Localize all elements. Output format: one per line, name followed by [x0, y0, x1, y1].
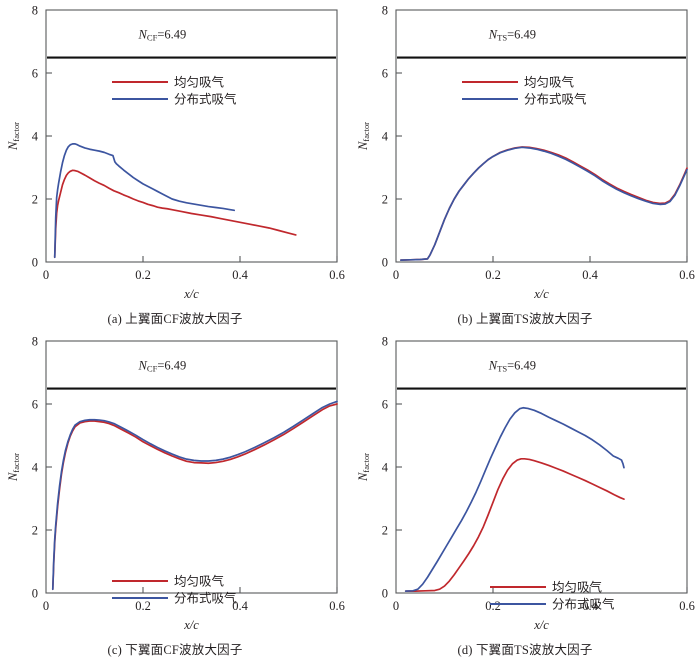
- x-axis-label: x/c: [183, 618, 199, 632]
- panel-caption: (c) 下翼面CF波放大因子: [107, 643, 243, 657]
- series-line-uniform: [51, 403, 338, 591]
- panel-c: 0 0.2 0.4 0.6 0 2 4 6 8 x/c Nfactor NCF=6.49 均匀吸气分布式…: [0, 331, 350, 662]
- x-tick-label: 0.2: [485, 268, 501, 282]
- x-tick-label: 0.6: [329, 268, 345, 282]
- series-line-distributed: [399, 146, 688, 261]
- threshold-annotation: NTS=6.49: [488, 359, 536, 374]
- series-line-uniform: [399, 146, 688, 261]
- x-tick-label: 0: [43, 599, 49, 613]
- y-tick-label: 4: [382, 130, 389, 144]
- y-tick-label: 4: [32, 461, 39, 475]
- x-tick-label: 0.4: [582, 268, 598, 282]
- y-tick-label: 8: [32, 335, 38, 349]
- y-axis-label: Nfactor: [356, 122, 371, 151]
- series-line-distributed: [51, 400, 338, 591]
- panel-caption: (b) 上翼面TS波放大因子: [457, 312, 593, 326]
- legend-label-uniform: 均匀吸气: [174, 574, 225, 589]
- y-axis-label: Nfactor: [6, 453, 21, 482]
- threshold-annotation: NTS=6.49: [488, 28, 536, 43]
- y-tick-label: 0: [382, 587, 388, 601]
- x-tick-label: 0.6: [679, 599, 695, 613]
- y-tick-label: 8: [382, 4, 388, 18]
- series-line-uniform: [404, 457, 625, 592]
- threshold-annotation: NCF=6.49: [138, 359, 187, 374]
- y-tick-label: 6: [382, 67, 388, 81]
- y-axis-label-text: Nfactor: [356, 122, 371, 151]
- panel-a: 0 0.2 0.4 0.6 0 2 4 6 8 x/c Nfactor NCF=6.49 均匀吸气分布式…: [0, 0, 350, 331]
- chart-b: 0 0.2 0.4 0.6 0 2 4 6 8 x/c Nfactor NTS=6.49 均匀吸气分布式…: [356, 4, 695, 302]
- y-tick-label: 6: [382, 398, 388, 412]
- x-axis-label: x/c: [533, 287, 549, 301]
- y-tick-label: 6: [32, 398, 38, 412]
- y-axis-label: Nfactor: [6, 122, 21, 151]
- x-tick-label: 0.6: [679, 268, 695, 282]
- legend-label-distributed: 分布式吸气: [174, 92, 237, 107]
- y-tick-label: 0: [32, 587, 38, 601]
- legend-label-distributed: 分布式吸气: [524, 92, 587, 107]
- y-axis-label: Nfactor: [356, 453, 371, 482]
- panel-caption: (a) 上翼面CF波放大因子: [107, 312, 243, 326]
- series-line-distributed: [404, 406, 625, 592]
- panel-b: 0 0.2 0.4 0.6 0 2 4 6 8 x/c Nfactor NTS=6.49 均匀吸气分布式…: [350, 0, 700, 331]
- y-axis-label-text: Nfactor: [356, 453, 371, 482]
- y-tick-label: 8: [32, 4, 38, 18]
- legend-label-uniform: 均匀吸气: [552, 580, 603, 595]
- x-tick-label: 0: [393, 599, 399, 613]
- legend-label-distributed: 分布式吸气: [174, 591, 237, 606]
- y-tick-label: 8: [382, 335, 388, 349]
- y-tick-label: 0: [382, 256, 388, 270]
- x-tick-label: 0.4: [582, 599, 598, 613]
- legend-label-uniform: 均匀吸气: [524, 75, 575, 90]
- x-tick-label: 0.2: [135, 268, 151, 282]
- x-tick-label: 0: [43, 268, 49, 282]
- chart-d: 0 0.2 0.4 0.6 0 2 4 6 8 x/c Nfactor NTS=6.49 均匀吸气分布式…: [356, 335, 695, 633]
- x-tick-label: 0: [393, 268, 399, 282]
- y-tick-label: 6: [32, 67, 38, 81]
- x-tick-label: 0.2: [135, 599, 151, 613]
- y-tick-label: 2: [382, 524, 388, 538]
- y-axis-label-text: Nfactor: [6, 122, 21, 151]
- plot-frame: [45, 340, 338, 594]
- x-tick-label: 0.4: [232, 599, 248, 613]
- legend-label-distributed: 分布式吸气: [552, 597, 615, 612]
- y-tick-label: 0: [32, 256, 38, 270]
- plot-frame: [45, 9, 338, 263]
- y-tick-label: 2: [32, 524, 38, 538]
- y-axis-label-text: Nfactor: [6, 453, 21, 482]
- y-tick-label: 2: [32, 193, 38, 207]
- panel-d: 0 0.2 0.4 0.6 0 2 4 6 8 x/c Nfactor NTS=6.49 均匀吸气分布式…: [350, 331, 700, 662]
- chart-c: 0 0.2 0.4 0.6 0 2 4 6 8 x/c Nfactor NCF=6.49 均匀吸气分布式…: [6, 335, 345, 633]
- x-axis-label: x/c: [533, 618, 549, 632]
- x-tick-label: 0.4: [232, 268, 248, 282]
- legend-label-uniform: 均匀吸气: [174, 75, 225, 90]
- x-axis-label: x/c: [183, 287, 199, 301]
- plot-frame: [395, 9, 688, 263]
- series-line-uniform: [53, 169, 297, 259]
- threshold-annotation: NCF=6.49: [138, 28, 187, 43]
- series-line-distributed: [53, 143, 236, 259]
- panel-caption: (d) 下翼面TS波放大因子: [457, 643, 593, 657]
- plot-frame: [395, 340, 688, 594]
- chart-a: 0 0.2 0.4 0.6 0 2 4 6 8 x/c Nfactor NCF=6.49 均匀吸气分布式…: [6, 4, 345, 302]
- x-tick-label: 0.2: [485, 599, 501, 613]
- y-tick-label: 4: [32, 130, 39, 144]
- y-tick-label: 4: [382, 461, 389, 475]
- x-tick-label: 0.6: [329, 599, 345, 613]
- y-tick-label: 2: [382, 193, 388, 207]
